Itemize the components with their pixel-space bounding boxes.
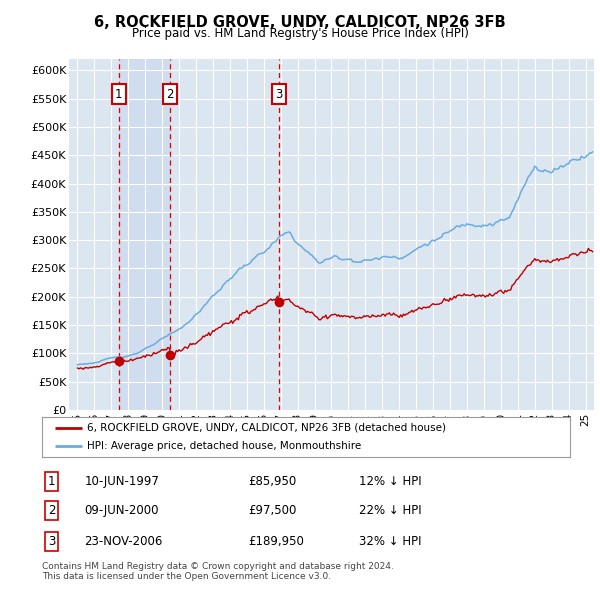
Text: 3: 3: [48, 535, 55, 548]
Text: 10-JUN-1997: 10-JUN-1997: [84, 474, 159, 487]
Text: 32% ↓ HPI: 32% ↓ HPI: [359, 535, 421, 548]
Text: 2: 2: [48, 504, 55, 517]
Text: HPI: Average price, detached house, Monmouthshire: HPI: Average price, detached house, Monm…: [87, 441, 361, 451]
Text: 12% ↓ HPI: 12% ↓ HPI: [359, 474, 421, 487]
Text: 6, ROCKFIELD GROVE, UNDY, CALDICOT, NP26 3FB (detached house): 6, ROCKFIELD GROVE, UNDY, CALDICOT, NP26…: [87, 423, 446, 433]
Text: Price paid vs. HM Land Registry's House Price Index (HPI): Price paid vs. HM Land Registry's House …: [131, 27, 469, 40]
Text: £97,500: £97,500: [248, 504, 296, 517]
Text: 1: 1: [115, 87, 122, 101]
Text: Contains HM Land Registry data © Crown copyright and database right 2024.: Contains HM Land Registry data © Crown c…: [42, 562, 394, 571]
Text: 23-NOV-2006: 23-NOV-2006: [84, 535, 163, 548]
Text: £189,950: £189,950: [248, 535, 304, 548]
Text: This data is licensed under the Open Government Licence v3.0.: This data is licensed under the Open Gov…: [42, 572, 331, 581]
Bar: [119, 59, 170, 410]
Text: 1: 1: [48, 474, 55, 487]
Text: 3: 3: [275, 87, 283, 101]
Text: £85,950: £85,950: [248, 474, 296, 487]
Text: 09-JUN-2000: 09-JUN-2000: [84, 504, 159, 517]
Text: 6, ROCKFIELD GROVE, UNDY, CALDICOT, NP26 3FB: 6, ROCKFIELD GROVE, UNDY, CALDICOT, NP26…: [94, 15, 506, 30]
Text: 2: 2: [166, 87, 173, 101]
Text: 22% ↓ HPI: 22% ↓ HPI: [359, 504, 421, 517]
